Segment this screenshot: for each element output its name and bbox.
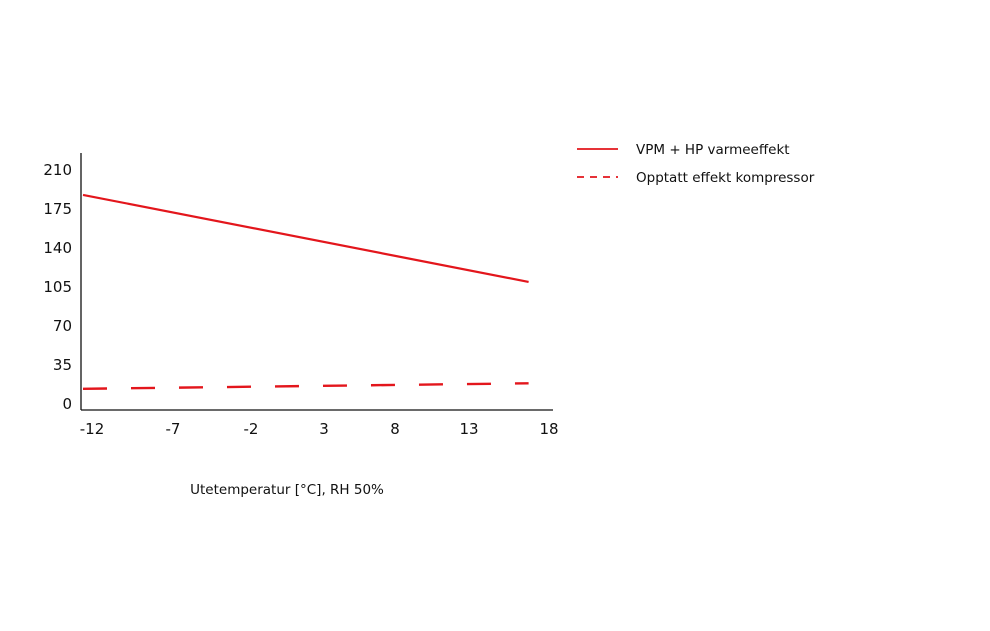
x-tick-label: 8	[390, 420, 400, 438]
x-tick-label: 3	[319, 420, 329, 438]
series-line-2	[82, 382, 529, 390]
y-tick-label: 105	[43, 278, 72, 296]
y-tick-labels: 0 35 70 105 140 175 210	[43, 161, 72, 413]
x-tick-label: 13	[459, 420, 478, 438]
y-tick-label: 210	[43, 161, 72, 179]
y-tick-label: 35	[53, 356, 72, 374]
y-tick-label: 0	[62, 395, 72, 413]
x-axis-title: Utetemperatur [°C], RH 50%	[190, 482, 384, 498]
legend: VPM + HP varmeeffekt Opptatt effekt kompr…	[577, 142, 815, 186]
x-tick-label: 18	[539, 420, 558, 438]
legend-label-1: VPM + HP varmeeffekt	[636, 142, 790, 158]
series-lines	[82, 193, 529, 390]
y-tick-label: 70	[53, 317, 72, 335]
plot-area: 0 35 70 105 140 175 210 -12 -7 -2 3 8 13 18	[43, 153, 559, 438]
y-tick-label: 140	[43, 239, 72, 257]
y-tick-label: 175	[43, 200, 72, 218]
x-tick-labels: -12 -7 -2 3 8 13 18	[80, 420, 559, 438]
x-tick-label: -7	[166, 420, 181, 438]
x-tick-label: -2	[244, 420, 259, 438]
series-line-1	[82, 193, 529, 283]
x-tick-label: -12	[80, 420, 105, 438]
legend-label-2: Opptatt effekt kompressor	[636, 170, 815, 186]
